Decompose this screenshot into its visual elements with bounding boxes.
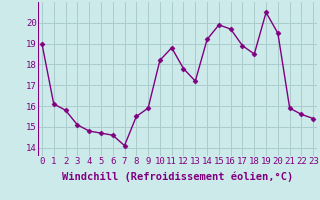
X-axis label: Windchill (Refroidissement éolien,°C): Windchill (Refroidissement éolien,°C): [62, 172, 293, 182]
